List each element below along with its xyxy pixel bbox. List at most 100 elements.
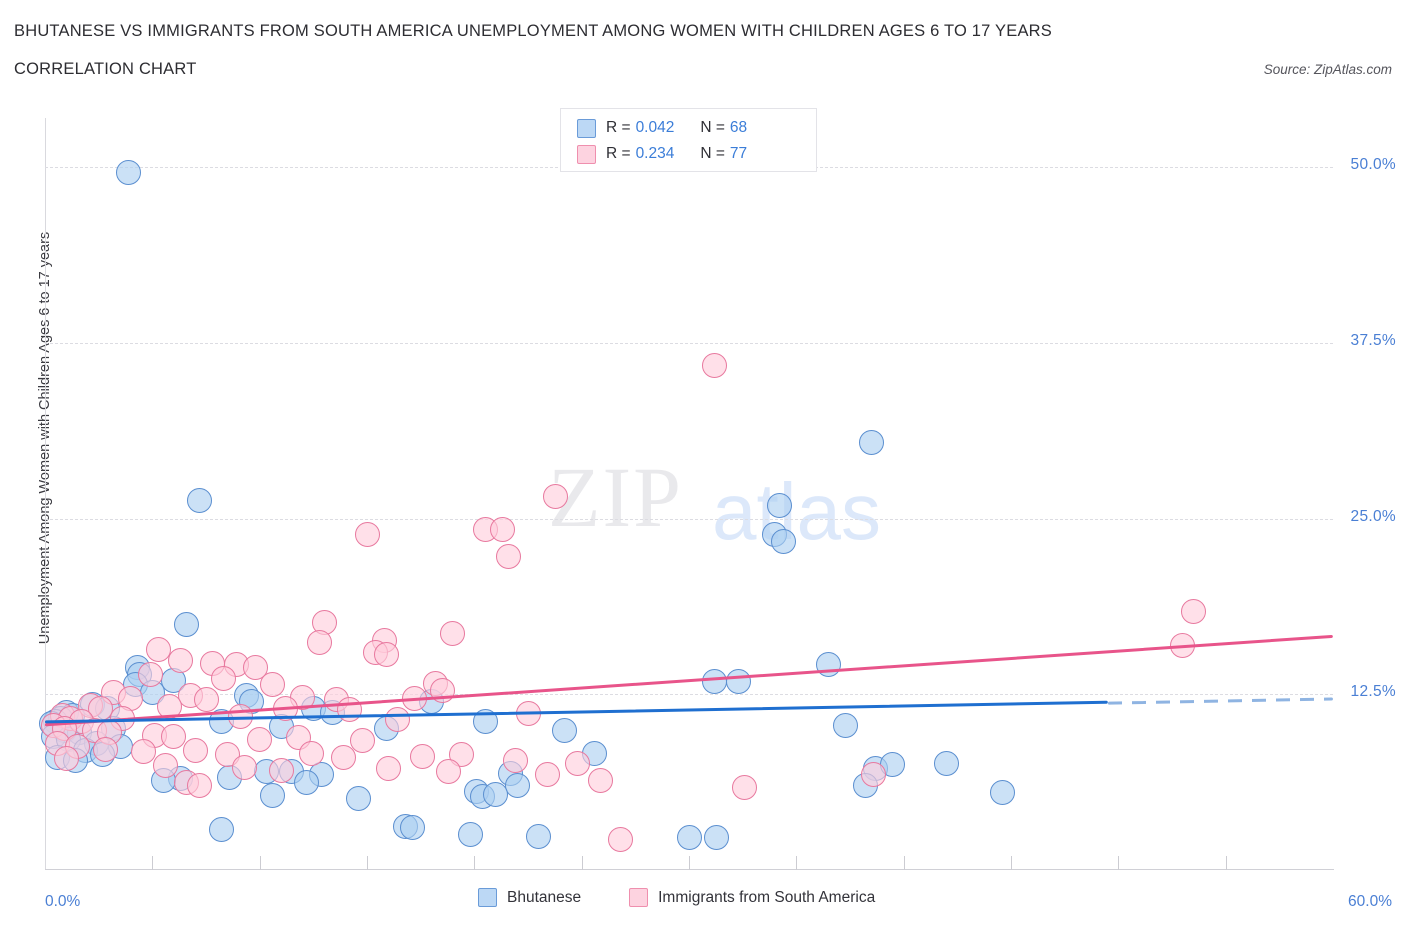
scatter-point-immigrants[interactable]: [330, 745, 356, 771]
scatter-point-bhutanese[interactable]: [526, 823, 552, 849]
scatter-point-immigrants[interactable]: [131, 739, 157, 765]
scatter-point-immigrants[interactable]: [502, 747, 528, 773]
x-axis-tick: [474, 856, 476, 870]
scatter-point-immigrants[interactable]: [861, 761, 887, 787]
scatter-point-immigrants[interactable]: [187, 773, 213, 799]
scatter-point-immigrants[interactable]: [496, 544, 522, 570]
scatter-point-immigrants[interactable]: [247, 726, 273, 752]
scatter-point-bhutanese[interactable]: [457, 822, 483, 848]
scatter-point-immigrants[interactable]: [152, 753, 178, 779]
scatter-point-immigrants[interactable]: [702, 352, 728, 378]
x-axis-tick: [903, 856, 905, 870]
x-axis-tick: [689, 856, 690, 870]
x-axis-tick: [581, 856, 583, 870]
scatter-point-bhutanese[interactable]: [725, 669, 751, 695]
stats-row-immigrants: R = 0.234 N = 77: [561, 141, 816, 167]
legend-item-immigrants[interactable]: Immigrants from South America: [629, 888, 875, 907]
source-label: Source: ZipAtlas.com: [1263, 62, 1392, 77]
trendline-bhutanese-extrapolated: [1107, 697, 1333, 705]
scatter-point-immigrants[interactable]: [436, 759, 462, 785]
r-value-bhutanese: 0.042: [635, 119, 675, 136]
scatter-point-immigrants[interactable]: [489, 517, 515, 543]
scatter-point-bhutanese[interactable]: [504, 773, 530, 799]
y-axis-line: [45, 118, 46, 870]
scatter-point-bhutanese[interactable]: [208, 816, 234, 842]
y-axis-tick-label: 37.5%: [1350, 331, 1396, 349]
scatter-point-bhutanese[interactable]: [833, 712, 859, 738]
scatter-point-immigrants[interactable]: [384, 707, 410, 733]
page-title: BHUTANESE VS IMMIGRANTS FROM SOUTH AMERI…: [14, 22, 1052, 40]
scatter-point-immigrants[interactable]: [534, 761, 560, 787]
scatter-point-immigrants[interactable]: [375, 756, 401, 782]
n-value-immigrants: 77: [729, 145, 748, 162]
scatter-point-immigrants[interactable]: [350, 728, 376, 754]
scatter-point-immigrants[interactable]: [1180, 598, 1206, 624]
scatter-point-immigrants[interactable]: [210, 666, 236, 692]
scatter-point-immigrants[interactable]: [588, 767, 614, 793]
n-label-bhutanese: N =: [700, 119, 725, 136]
scatter-point-immigrants[interactable]: [373, 642, 399, 668]
scatter-point-immigrants[interactable]: [564, 750, 590, 776]
legend-item-bhutanese[interactable]: Bhutanese: [478, 888, 581, 907]
page-subtitle: CORRELATION CHART: [14, 60, 197, 78]
scatter-point-bhutanese[interactable]: [116, 160, 142, 186]
scatter-point-immigrants[interactable]: [543, 483, 569, 509]
scatter-point-immigrants[interactable]: [92, 736, 118, 762]
scatter-point-bhutanese[interactable]: [260, 783, 286, 808]
x-axis-max-label: 60.0%: [1348, 893, 1392, 910]
scatter-point-immigrants[interactable]: [354, 521, 380, 547]
scatter-point-immigrants[interactable]: [193, 687, 219, 713]
scatter-point-bhutanese[interactable]: [294, 770, 320, 796]
scatter-point-bhutanese[interactable]: [816, 652, 842, 678]
swatch-immigrants-icon: [577, 144, 596, 164]
trendline-immigrants: [44, 635, 1333, 727]
scatter-point-bhutanese[interactable]: [934, 750, 960, 776]
scatter-point-immigrants[interactable]: [440, 621, 466, 647]
scatter-point-bhutanese[interactable]: [174, 611, 200, 637]
scatter-point-bhutanese[interactable]: [676, 825, 702, 851]
scatter-point-bhutanese[interactable]: [989, 780, 1015, 806]
correlation-stats-box: R = 0.042 N = 68 R = 0.234 N = 77: [560, 108, 817, 172]
gridline: [45, 342, 1333, 344]
x-axis-tick: [152, 856, 154, 870]
scatter-point-bhutanese[interactable]: [187, 487, 213, 513]
scatter-point-immigrants[interactable]: [410, 743, 436, 769]
scatter-point-bhutanese[interactable]: [770, 528, 796, 554]
n-value-bhutanese: 68: [729, 119, 748, 136]
scatter-point-immigrants[interactable]: [307, 629, 333, 655]
scatter-point-bhutanese[interactable]: [345, 785, 371, 811]
gridline: [45, 694, 1333, 696]
scatter-point-immigrants[interactable]: [137, 662, 163, 688]
chart-legend: Bhutanese Immigrants from South America: [478, 888, 913, 907]
scatter-point-bhutanese[interactable]: [399, 815, 425, 841]
scatter-point-immigrants[interactable]: [732, 774, 758, 800]
scatter-point-immigrants[interactable]: [167, 648, 193, 674]
scatter-point-bhutanese[interactable]: [858, 430, 884, 456]
r-label-bhutanese: R =: [606, 119, 631, 136]
scatter-point-bhutanese[interactable]: [766, 493, 792, 519]
scatter-point-immigrants[interactable]: [268, 757, 294, 783]
scatter-point-immigrants[interactable]: [146, 636, 172, 662]
scatter-point-immigrants[interactable]: [161, 723, 187, 749]
scatter-point-bhutanese[interactable]: [702, 669, 728, 695]
swatch-bhutanese-icon: [577, 118, 596, 138]
x-axis-min-label: 0.0%: [45, 893, 81, 910]
n-label-immigrants: N =: [700, 145, 725, 162]
x-axis-tick: [259, 856, 261, 870]
scatter-point-bhutanese[interactable]: [551, 718, 577, 744]
scatter-point-immigrants[interactable]: [298, 740, 324, 766]
scatter-point-immigrants[interactable]: [53, 746, 79, 772]
r-label-immigrants: R =: [606, 145, 631, 162]
gridline: [45, 518, 1333, 520]
scatter-point-immigrants[interactable]: [182, 738, 208, 764]
y-axis-tick-label: 12.5%: [1350, 683, 1396, 701]
scatter-point-bhutanese[interactable]: [704, 825, 730, 851]
y-axis-tick-label: 25.0%: [1350, 507, 1396, 525]
scatter-point-immigrants[interactable]: [607, 826, 633, 852]
scatter-point-immigrants[interactable]: [260, 671, 286, 697]
legend-swatch-immigrants-icon: [629, 888, 649, 907]
plot-area: [38, 118, 1333, 870]
scatter-point-immigrants[interactable]: [232, 754, 258, 780]
scatter-point-bhutanese[interactable]: [483, 781, 509, 807]
